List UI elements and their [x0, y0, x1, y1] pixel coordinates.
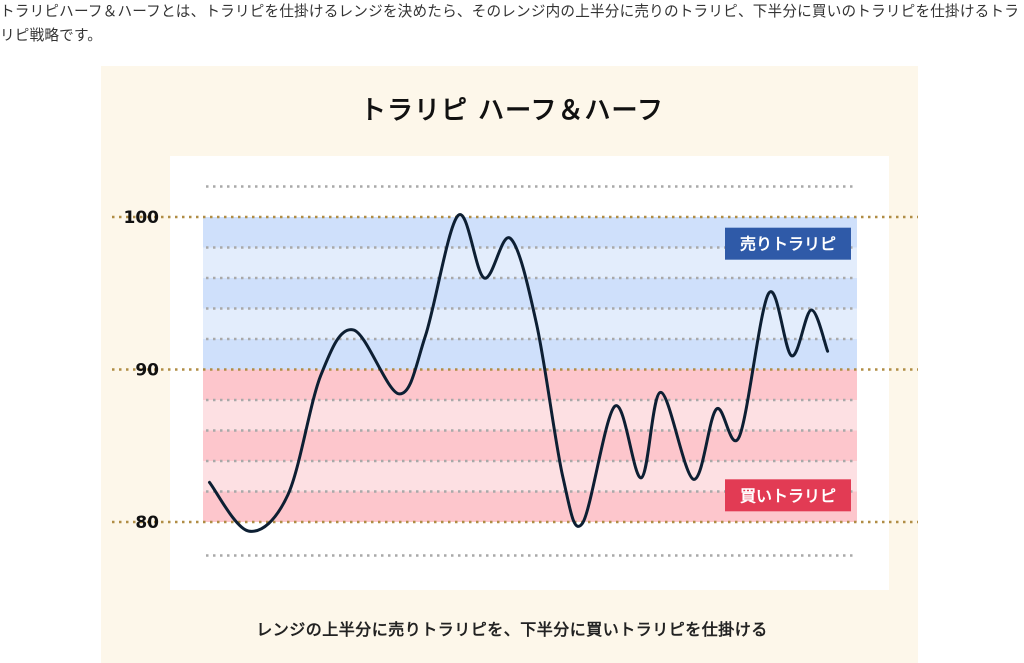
zone-band-sell [203, 308, 857, 339]
buy-zone-label: 買いトラリピ [740, 486, 836, 505]
intro-paragraph: トラリピハーフ＆ハーフとは、トラリピを仕掛けるレンジを決めたら、そのレンジ内の上… [0, 3, 1020, 44]
y-tick-label: 100 [124, 208, 160, 228]
zone-band-buy [203, 400, 857, 431]
y-tick-label: 80 [135, 513, 159, 533]
zone-band-buy [203, 369, 857, 400]
sell-zone-label: 売りトラリピ [740, 235, 836, 254]
buy-zone-label-box [725, 479, 851, 512]
zone-band-buy [203, 430, 857, 461]
zone-band-sell [203, 339, 857, 370]
sell-zone-label-box [725, 227, 851, 260]
chart-title: トラリピ ハーフ＆ハーフ [360, 96, 664, 126]
chart-caption: レンジの上半分に売りトラリピを、下半分に買いトラリピを仕掛ける [256, 620, 768, 639]
y-tick-label: 90 [135, 361, 159, 381]
price-line [208, 213, 830, 533]
